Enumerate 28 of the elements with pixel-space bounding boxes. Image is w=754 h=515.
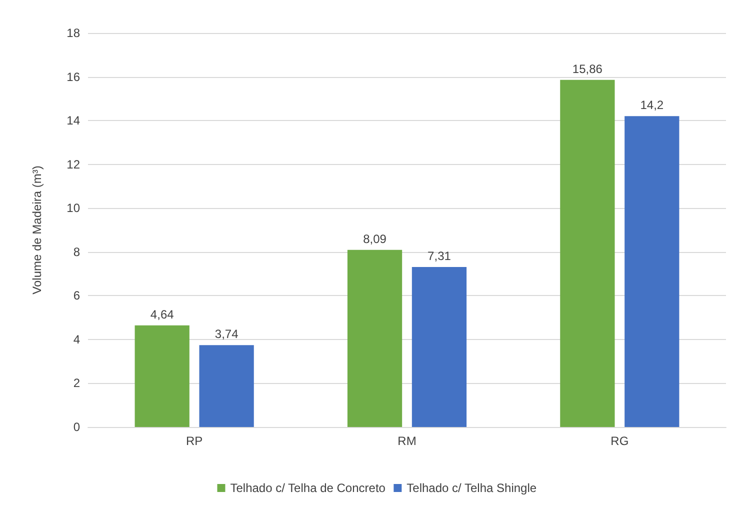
bar [347,250,402,427]
y-tick-label: 12 [66,157,80,172]
bar [624,116,680,427]
y-tick-label: 8 [73,244,80,259]
y-tick-label: 16 [66,70,80,84]
y-tick-label: 18 [66,26,80,40]
y-tick-label: 14 [66,114,80,128]
bar [199,345,254,427]
legend-label: Telhado c/ Telha Shingle [406,481,537,495]
x-tick-label: RM [398,434,416,448]
data-label: 3,74 [214,327,239,342]
x-tick-label: RG [610,434,629,448]
bar [412,266,467,427]
data-label: 14,2 [640,98,664,112]
y-tick-label: 4 [73,332,80,346]
bar [134,325,190,427]
data-label: 7,31 [428,248,452,263]
data-label: 8,09 [363,232,387,246]
x-tick-label: RP [186,434,203,448]
bar [560,80,615,427]
legend-label: Telhado c/ Telha de Concreto [230,481,386,495]
y-tick-label: 6 [73,288,80,303]
y-tick-label: 10 [66,201,80,216]
y-tick-label: 2 [73,376,80,390]
data-label: 15,86 [572,62,603,76]
y-axis-title: Volume de Madeira (m³) [30,166,44,294]
y-tick-label: 0 [73,420,80,434]
data-label: 4,64 [150,307,174,322]
